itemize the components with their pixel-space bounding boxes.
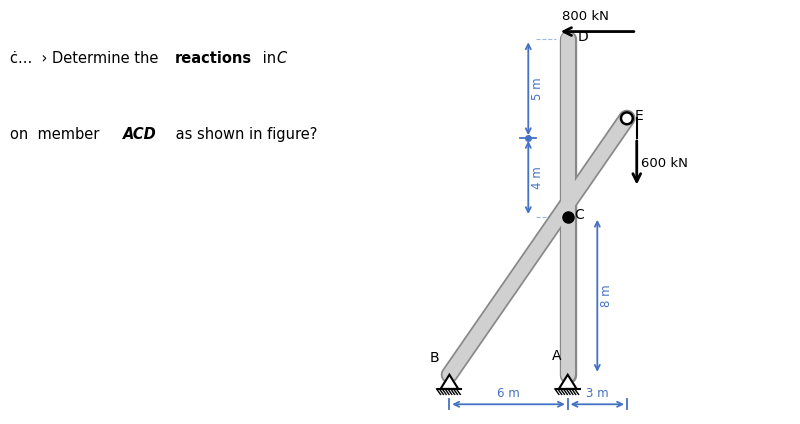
Text: 8 m: 8 m [600,285,614,307]
Text: B: B [430,351,439,365]
Text: in: in [258,51,280,66]
Text: as shown in figure?: as shown in figure? [171,127,318,142]
Text: 3 m: 3 m [586,388,609,400]
Text: E: E [634,109,643,123]
Text: reactions: reactions [174,51,251,66]
Polygon shape [559,375,577,389]
Polygon shape [441,375,458,389]
Text: ċ...  › Determine the: ċ... › Determine the [10,51,162,66]
Circle shape [621,112,633,124]
Text: C: C [574,208,584,222]
Text: C: C [277,51,287,66]
Text: 5 m: 5 m [531,78,544,100]
Text: ACD: ACD [123,127,157,142]
Text: 4 m: 4 m [531,166,544,189]
Text: A: A [552,349,562,363]
Text: D: D [578,31,588,45]
Text: 6 m: 6 m [497,388,520,400]
Text: on  member: on member [10,127,104,142]
Text: 600 kN: 600 kN [641,157,687,170]
Text: 800 kN: 800 kN [562,10,609,22]
